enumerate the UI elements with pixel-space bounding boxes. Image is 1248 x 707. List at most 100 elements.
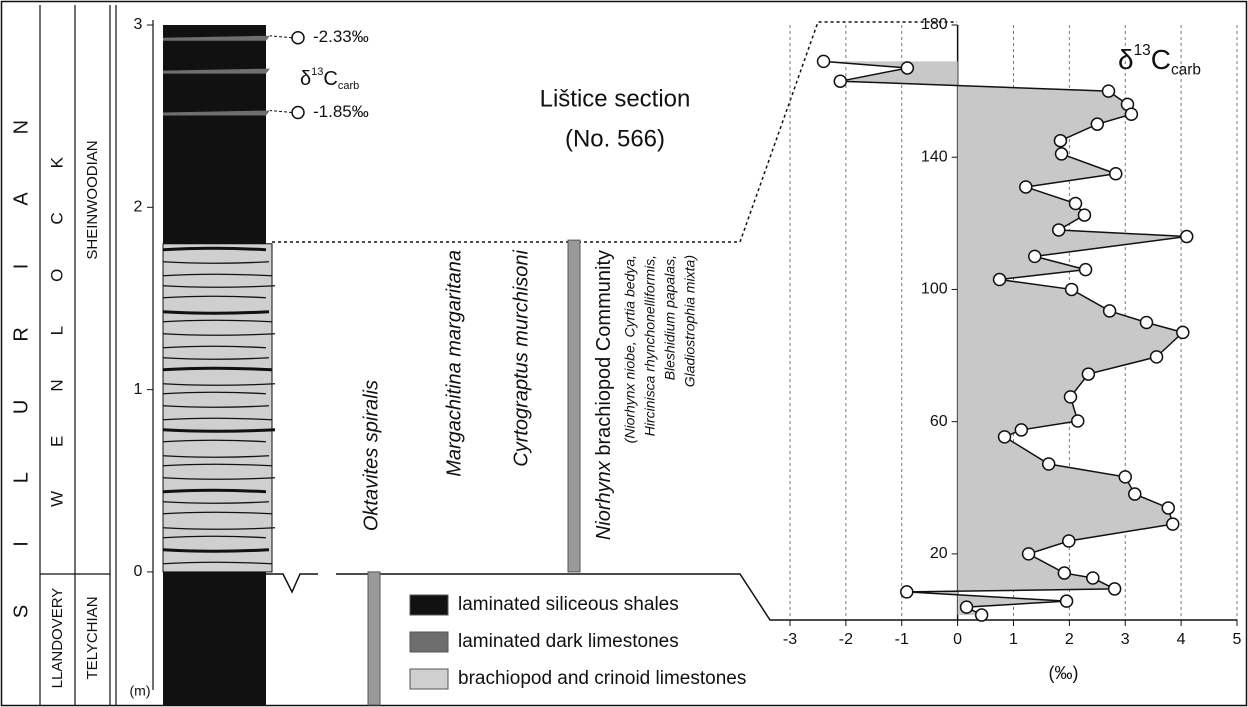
- column-tick-label: 3: [134, 16, 143, 33]
- point: [1043, 458, 1055, 470]
- x-tick-label: 0: [953, 631, 962, 648]
- range-label-italic: Niorhynx: [593, 460, 615, 540]
- column-tick-label: 0: [134, 563, 143, 580]
- point: [1125, 108, 1137, 120]
- column-tick-label: 2: [134, 199, 143, 216]
- point: [1020, 181, 1032, 193]
- sample-arrow: [270, 111, 292, 113]
- figure: Lištice section (No. 566) SILURIANWENLOC…: [0, 0, 1248, 707]
- point: [1102, 85, 1114, 97]
- point: [1104, 305, 1116, 317]
- isotope-label: δ13Ccarb: [1118, 42, 1201, 79]
- isotope-part: δ: [300, 68, 311, 90]
- legend-label: laminated siliceous shales: [458, 594, 679, 615]
- range-label: Margachitina margaritana: [443, 250, 465, 477]
- sample-arrow: [270, 36, 292, 38]
- stage-label: TELYCHIAN: [84, 596, 101, 679]
- shale: [163, 572, 266, 705]
- range-details: Hircinisca rhynchonelliformis,: [642, 255, 658, 436]
- point: [1140, 317, 1152, 329]
- point: [976, 609, 988, 621]
- x-tick-label: -3: [783, 631, 797, 648]
- bed-boundary: [163, 430, 275, 432]
- point: [999, 431, 1011, 443]
- legend-swatch: [410, 595, 448, 615]
- legend-label: brachiopod and crinoid limestones: [458, 668, 746, 689]
- point: [1029, 250, 1041, 262]
- isotope-part: carb: [338, 80, 359, 92]
- point: [1058, 567, 1070, 579]
- x-tick-label: 2: [1065, 631, 1074, 648]
- range-details: Gladiostrophia mixta): [682, 255, 698, 387]
- point: [1015, 424, 1027, 436]
- point: [1181, 231, 1193, 243]
- point: [901, 62, 913, 74]
- section-title: Lištice section: [540, 85, 691, 112]
- point: [1177, 326, 1189, 338]
- stage-label: SHEINWOODIAN: [84, 140, 101, 259]
- x-tick-label: 1: [1009, 631, 1018, 648]
- sample-point: [292, 107, 304, 119]
- point: [901, 586, 913, 598]
- x-tick-label: 5: [1233, 631, 1242, 648]
- isotope-part: carb: [1171, 61, 1201, 78]
- point: [1061, 595, 1073, 607]
- area: [824, 61, 1187, 615]
- x-tick-label: -1: [895, 631, 909, 648]
- point: [1080, 264, 1092, 276]
- x-axis-title: (‰): [1049, 663, 1079, 683]
- series-label: LLANDOVERY: [49, 588, 66, 689]
- point: [1109, 583, 1121, 595]
- point: [1082, 368, 1094, 380]
- point: [1072, 415, 1084, 427]
- x-tick-label: 3: [1121, 631, 1130, 648]
- range-label: Oktavites spiralis: [360, 380, 382, 531]
- range-bar: [368, 572, 380, 705]
- unconformity: [265, 574, 318, 592]
- legend-label: laminated dark limestones: [458, 631, 679, 652]
- point: [1054, 135, 1066, 147]
- y-tick-label: 180: [921, 16, 948, 33]
- point: [961, 601, 973, 613]
- legend-swatch: [410, 632, 448, 652]
- isotope-part: δ: [1118, 44, 1134, 75]
- column-unit: (m): [130, 683, 151, 699]
- isotope-part: C: [323, 68, 337, 90]
- bed-boundary: [163, 312, 269, 314]
- y-tick-label: 20: [930, 545, 948, 562]
- point: [1151, 351, 1163, 363]
- point: [1110, 168, 1122, 180]
- bed-boundary: [163, 248, 266, 250]
- point: [1162, 502, 1174, 514]
- y-tick-label: 100: [921, 281, 948, 298]
- bed-boundary: [163, 550, 269, 552]
- point: [1063, 535, 1075, 547]
- point: [1119, 471, 1131, 483]
- point: [1167, 518, 1179, 530]
- x-tick-label: -2: [839, 631, 853, 648]
- section-number: (No. 566): [565, 125, 665, 152]
- point: [1023, 548, 1035, 560]
- bed-boundary: [163, 490, 266, 492]
- y-tick-label: 140: [921, 148, 948, 165]
- sample-label: -1.85‰: [313, 102, 369, 121]
- point: [1087, 572, 1099, 584]
- range-label: Cyrtograptus murchisoni: [510, 249, 532, 466]
- range-bar: [568, 240, 580, 572]
- isotope-part: 13: [1134, 42, 1151, 59]
- x-tick-label: 4: [1177, 631, 1186, 648]
- point: [834, 75, 846, 87]
- point: [1091, 118, 1103, 130]
- bed-boundary: [163, 368, 272, 370]
- isotope-part: C: [1151, 44, 1171, 75]
- point: [1129, 488, 1141, 500]
- series-label: WENLOCK: [47, 113, 66, 507]
- point: [1070, 198, 1082, 210]
- sample-point: [292, 32, 304, 44]
- point: [1053, 224, 1065, 236]
- y-tick-label: 60: [930, 413, 948, 430]
- range-details: (Niorhynx niobe, Cyrtia bedya,: [622, 255, 638, 443]
- point: [994, 274, 1006, 286]
- range-details: Bleshidium papalas,: [662, 255, 678, 380]
- column-tick-label: 1: [134, 381, 143, 398]
